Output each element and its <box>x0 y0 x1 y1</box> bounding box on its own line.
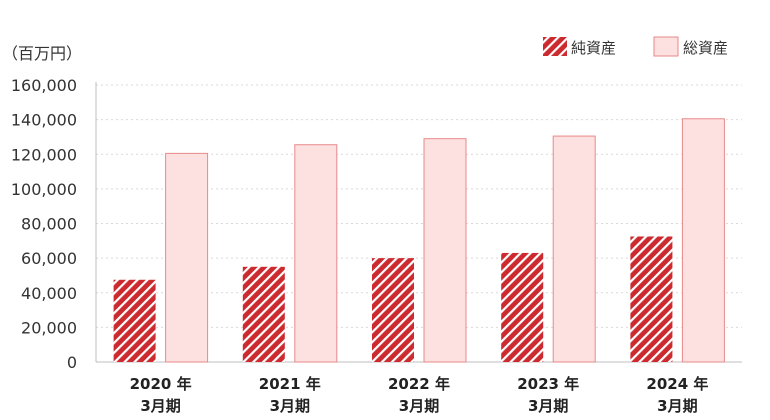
bar-total-assets <box>552 135 596 363</box>
y-tick-label: 100,000 <box>11 180 77 199</box>
bars <box>113 118 725 363</box>
legend-label-total-assets: 総資産 <box>683 39 728 57</box>
bar-total-assets <box>165 152 209 363</box>
legend-label-net-assets: 純資産 <box>571 39 616 57</box>
bar-total-assets <box>681 118 725 363</box>
y-tick-label: 80,000 <box>21 215 77 234</box>
x-tick-label: 3月期 <box>528 397 568 415</box>
x-tick-label: 3月期 <box>140 397 180 415</box>
bar-net-assets <box>372 258 414 362</box>
x-tick-label: 2023 年 <box>517 375 579 393</box>
y-tick-label: 40,000 <box>21 284 77 303</box>
y-tick-label: 20,000 <box>21 318 77 337</box>
bar-net-assets <box>630 236 673 362</box>
y-tick-label: 140,000 <box>11 111 77 130</box>
bar-net-assets <box>501 252 544 362</box>
bar-total-assets <box>294 144 338 363</box>
x-tick-label: 2022 年 <box>388 375 450 393</box>
y-axis: 0 20,000 40,000 60,000 80,000 100,000 120,000 1… <box>11 76 742 372</box>
y-tick-label: 160,000 <box>11 76 77 95</box>
x-tick-label: 2024 年 <box>646 375 708 393</box>
x-tick-label: 2020 年 <box>130 375 192 393</box>
x-tick-label: 3月期 <box>657 397 697 415</box>
y-tick-label: 60,000 <box>21 249 77 268</box>
x-tick-label: 2021 年 <box>259 375 321 393</box>
y-tick-label: 120,000 <box>11 145 77 164</box>
y-tick-label: 0 <box>67 353 77 372</box>
bar-total-assets <box>423 138 467 363</box>
legend-swatch-net-assets <box>543 37 567 56</box>
bar-net-assets <box>113 279 156 362</box>
x-tick-label: 3月期 <box>399 397 439 415</box>
x-tick-label: 3月期 <box>270 397 310 415</box>
x-axis: 2020 年 3月期 2021 年 3月期 2022 年 3月期 2023 年 3月期 2024… <box>130 375 709 415</box>
bar-net-assets <box>242 266 285 362</box>
unit-label: （百万円） <box>2 44 82 63</box>
legend: 純資産 総資産 <box>543 36 728 57</box>
legend-swatch-total-assets <box>653 36 679 57</box>
